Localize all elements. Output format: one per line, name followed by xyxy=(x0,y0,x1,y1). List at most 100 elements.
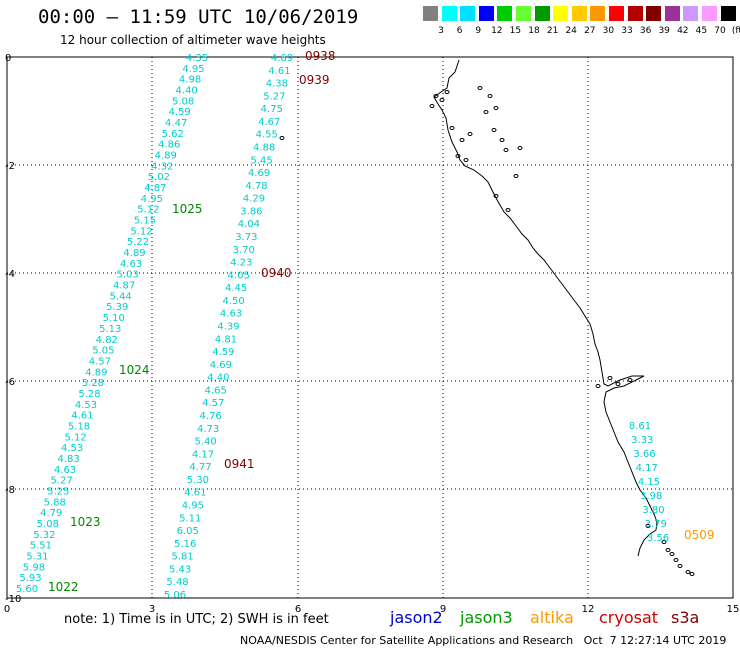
legend-altika: altika xyxy=(530,608,574,627)
map-frame xyxy=(6,56,734,599)
track-2-wave-height: 4.75 xyxy=(261,104,283,115)
track-1-wave-height: 5.12 xyxy=(130,226,152,237)
color-scale-label: 21 xyxy=(546,26,559,36)
island-outline xyxy=(627,378,633,382)
track-2-wave-height: 4.55 xyxy=(256,130,278,141)
island-outline xyxy=(459,138,465,142)
track-3-wave-height: 3.79 xyxy=(645,519,667,530)
map-title: 00:00 — 11:59 UTC 10/06/2019 xyxy=(38,6,359,28)
island-outline xyxy=(433,94,439,98)
color-swatch xyxy=(627,6,643,21)
color-scale-label: 24 xyxy=(565,26,577,36)
island-outline xyxy=(491,128,497,132)
x-tick-label: 15 xyxy=(727,604,740,615)
track-1-wave-height: 4.53 xyxy=(75,400,97,411)
altimeter-tracks: 4.354.954.984.405.084.594.475.624.864.89… xyxy=(16,49,715,601)
track-2-wave-height: 4.88 xyxy=(253,143,275,154)
track-1-wave-height: 4.98 xyxy=(179,75,201,86)
island-outline xyxy=(665,548,671,552)
track-2-wave-height: 6.05 xyxy=(177,526,199,537)
track-1-wave-height: 4.35 xyxy=(186,53,208,64)
jason3-time-label: 1025 xyxy=(172,202,203,216)
track-2-wave-height: 4.17 xyxy=(192,449,214,460)
track-2-wave-height: 4.39 xyxy=(217,322,239,333)
y-tick-label: -2 xyxy=(5,161,15,172)
island-outline xyxy=(463,158,469,162)
color-swatch xyxy=(590,6,606,21)
track-2-wave-height: 4.76 xyxy=(200,411,222,422)
track-1-wave-height: 4.89 xyxy=(123,248,145,259)
color-scale-label: 39 xyxy=(658,26,670,36)
color-swatch xyxy=(646,6,662,21)
color-scale-label: 9 xyxy=(475,26,482,36)
track-1-wave-height: 5.51 xyxy=(30,541,52,552)
legend-s3a: s3a xyxy=(671,608,700,627)
track-1-wave-height: 5.31 xyxy=(26,551,48,562)
footnote: note: 1) Time is in UTC; 2) SWH is in fe… xyxy=(64,612,329,627)
track-3-wave-height: 3.66 xyxy=(633,449,655,460)
color-swatch xyxy=(702,6,717,21)
track-3-wave-height: 4.17 xyxy=(636,463,658,474)
color-scale-label: 18 xyxy=(528,26,540,36)
island-outline xyxy=(677,564,683,568)
island-outline xyxy=(477,86,483,90)
s3a-time-label: 0939 xyxy=(299,73,330,87)
track-1-wave-height: 4.40 xyxy=(175,86,197,97)
track-2-wave-height: 4.69 xyxy=(210,360,232,371)
y-tick-label: -10 xyxy=(5,594,21,605)
track-2-wave-height: 3.73 xyxy=(235,232,257,243)
color-swatch xyxy=(720,6,736,21)
x-tick-label: 9 xyxy=(440,604,446,615)
track-3-wave-height: 3.80 xyxy=(642,505,664,516)
track-2-wave-height: 3.86 xyxy=(240,206,262,217)
legend-cryosat: cryosat xyxy=(599,608,659,627)
color-swatch xyxy=(478,6,494,21)
island-outline xyxy=(493,106,499,110)
island-outline xyxy=(595,384,601,388)
track-2-wave-height: 4.59 xyxy=(212,347,234,358)
island-outline xyxy=(669,552,675,556)
track-1-wave-height: 5.08 xyxy=(172,96,194,107)
track-2-wave-height: 4.04 xyxy=(238,219,260,230)
track-2-wave-height: 4.65 xyxy=(205,385,227,396)
track-2-wave-height: 5.43 xyxy=(169,564,191,575)
track-1-wave-height: 5.03 xyxy=(116,270,138,281)
track-2-wave-height: 5.48 xyxy=(166,577,188,588)
island-outline xyxy=(503,148,509,152)
track-1-wave-height: 5.88 xyxy=(44,497,66,508)
map-subtitle: 12 hour collection of altimeter wave hei… xyxy=(60,33,326,47)
track-2-wave-height: 5.40 xyxy=(194,437,216,448)
track-1-wave-height: 5.32 xyxy=(33,530,55,541)
jason3-time-label: 1022 xyxy=(48,580,79,594)
s3a-time-label: 0940 xyxy=(261,266,292,280)
track-1-wave-height: 5.18 xyxy=(68,421,90,432)
track-1-wave-height: 5.12 xyxy=(64,432,86,443)
x-tick-label: 0 xyxy=(4,604,10,615)
x-tick-label: 12 xyxy=(582,604,595,615)
s3a-time-label: 0941 xyxy=(224,457,255,471)
color-scale-label: 15 xyxy=(509,26,522,36)
island-outline xyxy=(685,570,691,574)
altika-time-label: 0509 xyxy=(684,528,715,542)
island-outline xyxy=(483,110,489,114)
track-2-wave-height: 4.77 xyxy=(189,462,211,473)
island-outline xyxy=(429,104,435,108)
credit-line: NOAA/NESDIS Center for Satellite Applica… xyxy=(240,634,727,647)
island-outline xyxy=(444,90,450,94)
track-2-wave-height: 5.30 xyxy=(187,475,209,486)
track-2-wave-height: 4.81 xyxy=(215,334,237,345)
track-1-wave-height: 5.98 xyxy=(23,562,45,573)
axis-ticks: 0 3 6 9 12 15 0 -2 -4 -6 -8 -10 xyxy=(4,53,740,615)
color-swatch xyxy=(664,6,680,21)
color-scale-label: (ft) xyxy=(731,26,740,36)
track-1-wave-height: 5.44 xyxy=(110,291,132,302)
island-outline xyxy=(455,154,461,158)
track-2-wave-height: 4.61 xyxy=(184,488,206,499)
track-2-wave-height: 4.29 xyxy=(243,194,265,205)
track-1-wave-height: 4.47 xyxy=(165,118,187,129)
track-1-wave-height: 5.27 xyxy=(51,476,73,487)
track-2-wave-height: 4.63 xyxy=(220,309,242,320)
track-1-wave-height: 4.89 xyxy=(85,367,107,378)
track-1-wave-height: 4.57 xyxy=(89,356,111,367)
track-2-wave-height: 4.40 xyxy=(207,373,229,384)
